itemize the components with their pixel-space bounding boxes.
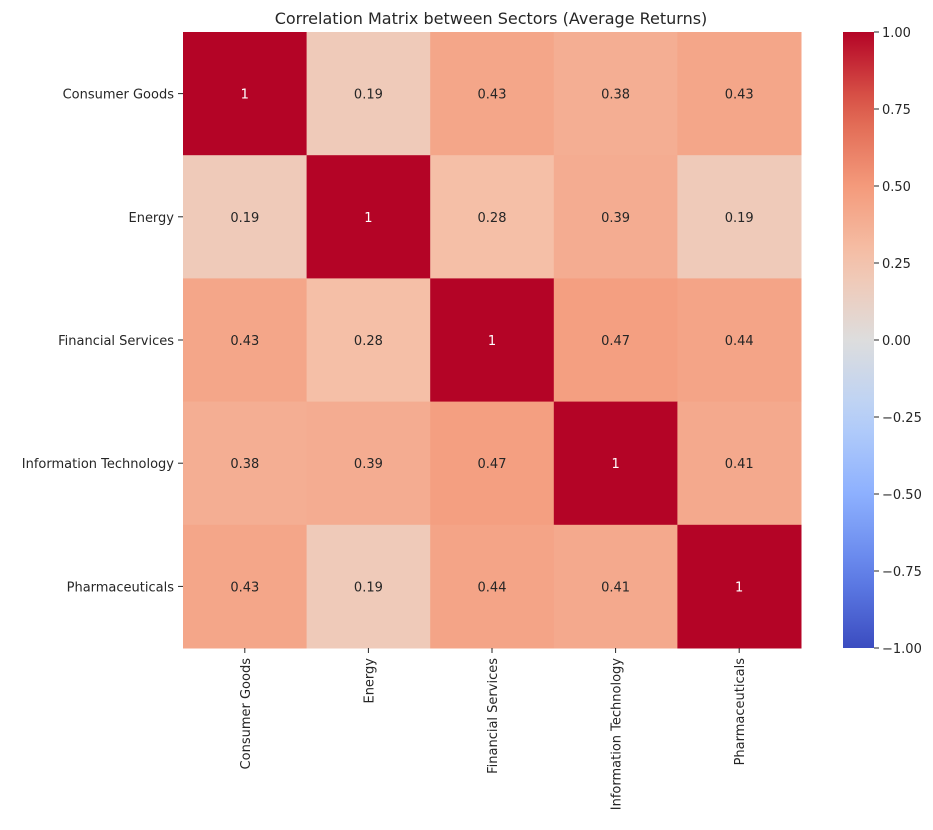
colorbar-tick-label: 1.00 — [882, 26, 911, 41]
colorbar-tick-label: −0.50 — [882, 488, 922, 503]
heatmap-cell — [430, 155, 555, 279]
colorbar-tick-label: 0.75 — [882, 103, 911, 118]
cell-value-label: 0.47 — [601, 334, 630, 349]
colorbar-gradient — [843, 32, 874, 648]
heatmap-cell — [677, 155, 802, 279]
cell-value-label: 0.44 — [478, 580, 507, 595]
colorbar-tick-label: −0.75 — [882, 565, 922, 580]
cell-value-label: 0.19 — [354, 580, 383, 595]
colorbar-tick-label: −1.00 — [882, 642, 922, 657]
cell-value-label: 0.38 — [230, 457, 259, 472]
heatmap-cell — [430, 278, 555, 403]
x-tick-label: Consumer Goods — [239, 658, 254, 770]
cell-value-label: 0.19 — [354, 88, 383, 103]
cell-value-label: 0.38 — [601, 88, 630, 103]
heatmap-cell — [183, 401, 308, 526]
cell-value-label: 1 — [364, 211, 372, 226]
heatmap-cell — [183, 524, 308, 649]
cell-value-label: 1 — [241, 88, 249, 103]
x-tick-label: Energy — [362, 658, 377, 704]
colorbar-tick-label: 0.25 — [882, 257, 911, 272]
heatmap-cell — [183, 155, 308, 279]
cell-value-label: 0.28 — [478, 211, 507, 226]
cell-value-label: 0.28 — [354, 334, 383, 349]
heatmap-cell — [183, 32, 308, 156]
colorbar-tick-label: 0.50 — [882, 180, 911, 195]
y-tick-label: Pharmaceuticals — [67, 580, 175, 595]
y-axis: Consumer Goods Energy Financial Services In… — [22, 88, 183, 595]
cell-value-label: 0.43 — [230, 580, 259, 595]
heatmap-annotations: 1 0.19 0.43 0.38 0.43 0.19 1 0.28 0.39 0.19 0.43 0.… — [230, 88, 753, 596]
x-tick-label: Financial Services — [486, 658, 501, 774]
heatmap-cells — [183, 32, 802, 649]
cell-value-label: 1 — [611, 457, 619, 472]
y-tick-label: Information Technology — [22, 457, 175, 472]
colorbar: 1.00 0.75 0.50 0.25 0.00 −0.25 −0.50 −0.75 −1.00 — [843, 26, 922, 657]
colorbar-tick-label: 0.00 — [882, 334, 911, 349]
cell-value-label: 0.41 — [725, 457, 754, 472]
cell-value-label: 0.43 — [478, 88, 507, 103]
colorbar-tick-label: −0.25 — [882, 411, 922, 426]
cell-value-label: 0.39 — [354, 457, 383, 472]
x-tick-label: Information Technology — [610, 658, 625, 811]
heatmap-cell — [677, 401, 802, 526]
heatmap-cell — [306, 155, 431, 279]
x-axis: Consumer Goods Energy Financial Services In… — [239, 648, 748, 810]
cell-value-label: 0.19 — [230, 211, 259, 226]
heatmap-cell — [306, 401, 431, 526]
heatmap-cell — [553, 155, 678, 279]
cell-value-label: 0.44 — [725, 334, 754, 349]
heatmap-cell — [183, 278, 308, 403]
cell-value-label: 0.47 — [478, 457, 507, 472]
cell-value-label: 0.43 — [230, 334, 259, 349]
y-tick-label: Energy — [128, 211, 174, 226]
y-tick-label: Financial Services — [58, 334, 174, 349]
heatmap-cell — [677, 278, 802, 403]
heatmap-cell — [553, 524, 678, 649]
cell-value-label: 0.19 — [725, 211, 754, 226]
heatmap-cell — [430, 32, 555, 156]
x-tick-label: Pharmaceuticals — [733, 658, 748, 766]
chart-title: Correlation Matrix between Sectors (Aver… — [275, 9, 708, 28]
heatmap-cell — [430, 401, 555, 526]
cell-value-label: 1 — [735, 580, 743, 595]
heatmap-cell — [306, 524, 431, 649]
cell-value-label: 1 — [488, 334, 496, 349]
cell-value-label: 0.41 — [601, 580, 630, 595]
cell-value-label: 0.43 — [725, 88, 754, 103]
heatmap-cell — [553, 32, 678, 156]
heatmap-cell — [430, 524, 555, 649]
cell-value-label: 0.39 — [601, 211, 630, 226]
heatmap-cell — [677, 524, 802, 649]
y-tick-label: Consumer Goods — [63, 88, 175, 103]
heatmap-cell — [306, 32, 431, 156]
heatmap-cell — [553, 278, 678, 403]
heatmap-cell — [306, 278, 431, 403]
heatmap-cell — [553, 401, 678, 526]
heatmap-cell — [677, 32, 802, 156]
